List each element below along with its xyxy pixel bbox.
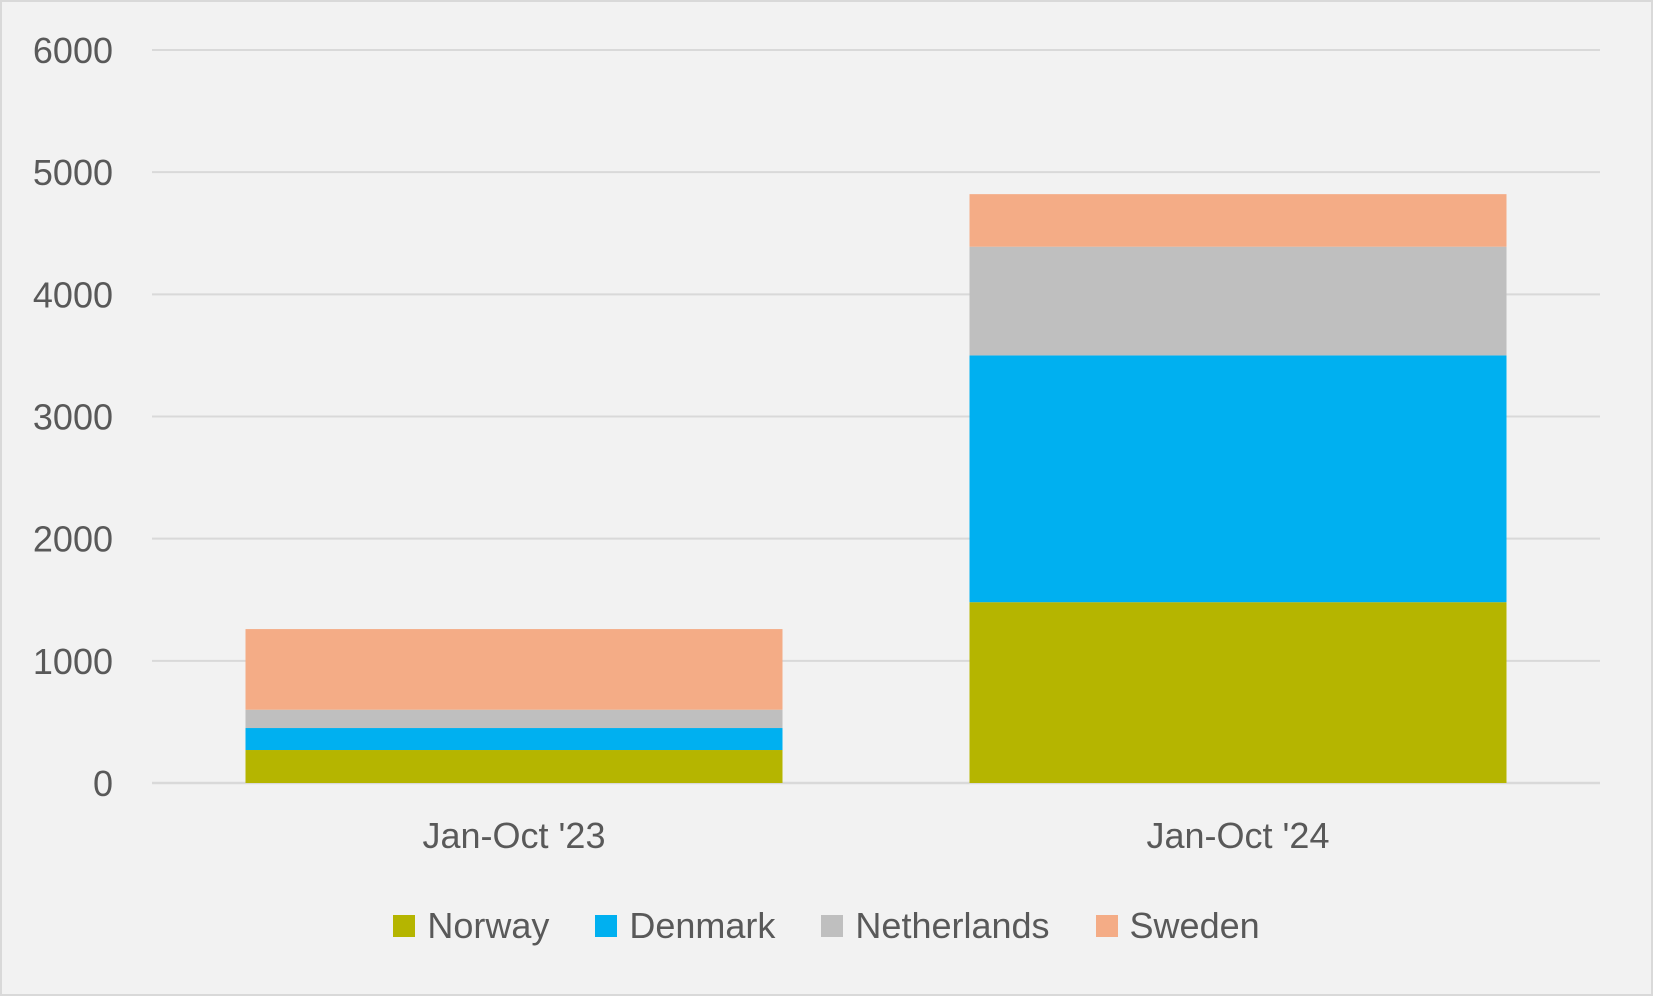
- legend-label: Sweden: [1129, 905, 1260, 946]
- y-tick-label: 0: [93, 763, 113, 804]
- bar-segment-denmark-1: [245, 728, 783, 751]
- x-axis-ticks: Jan-Oct '23 Jan-Oct '24: [423, 815, 1330, 856]
- legend-item-norway: Norway: [393, 908, 549, 944]
- y-tick-label: 4000: [33, 274, 113, 315]
- bar-segment-norway-1: [245, 750, 783, 783]
- legend-item-denmark: Denmark: [595, 908, 775, 944]
- x-tick-label: Jan-Oct '23: [423, 815, 606, 856]
- y-tick-label: 2000: [33, 519, 113, 560]
- x-tick-label: Jan-Oct '24: [1147, 815, 1330, 856]
- bar-segment-sweden-2: [969, 194, 1507, 247]
- legend-label: Netherlands: [855, 905, 1050, 946]
- legend-item-sweden: Sweden: [1095, 905, 1260, 946]
- y-tick-label: 1000: [33, 641, 113, 682]
- bar-segment-norway-2: [969, 602, 1507, 783]
- legend-swatch: [1095, 915, 1118, 937]
- legend-label: Denmark: [629, 905, 776, 946]
- legend-swatch: [393, 915, 416, 937]
- y-tick-label: 5000: [33, 152, 113, 193]
- legend-item-netherlands: Netherlands: [821, 905, 1050, 946]
- legend-label: Norway: [427, 905, 550, 946]
- y-tick-label: 6000: [33, 30, 113, 71]
- legend-swatch: [595, 915, 618, 937]
- legend: Norway Denmark Netherlands Sweden: [0, 902, 1653, 950]
- bar-segment-sweden-1: [245, 629, 783, 710]
- bars: [245, 194, 1507, 783]
- legend-swatch: [821, 915, 844, 937]
- y-axis-ticks: 0 1000 2000 3000 4000 5000 6000: [33, 30, 113, 804]
- bar-segment-denmark-2: [969, 355, 1507, 603]
- y-tick-label: 3000: [33, 397, 113, 438]
- bar-segment-netherlands-1: [245, 709, 783, 729]
- bar-segment-netherlands-2: [969, 246, 1507, 356]
